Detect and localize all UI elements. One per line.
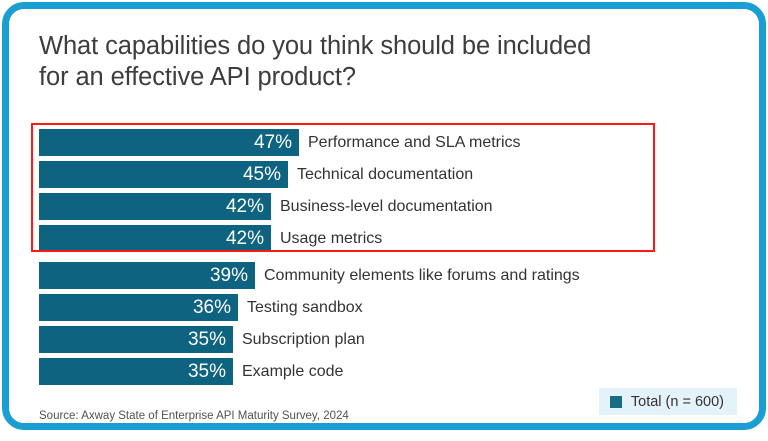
bar-category-label: Business-level documentation xyxy=(280,198,493,215)
bar-value-label: 35% xyxy=(187,329,226,350)
bar-fill xyxy=(39,326,233,353)
bar-chart: 47% Performance and SLA metrics 45% Technic… xyxy=(9,9,768,441)
bar-value-label: 35% xyxy=(187,361,226,382)
bar-value-label: 47% xyxy=(253,132,292,153)
bar-value-label: 39% xyxy=(209,265,248,286)
legend-swatch-icon xyxy=(609,395,622,408)
bar-fill xyxy=(39,225,271,252)
bar-category-label: Subscription plan xyxy=(242,331,365,348)
bar-category-label: Performance and SLA metrics xyxy=(308,134,521,151)
bar-fill xyxy=(39,193,271,220)
chart-legend: Total (n = 600) xyxy=(598,388,737,415)
bar-fill xyxy=(39,161,288,188)
page-title: What capabilities do you think should be… xyxy=(39,32,592,91)
bar-category-label: Usage metrics xyxy=(280,230,383,247)
bar-value-label: 42% xyxy=(225,196,264,217)
bar-category-label: Testing sandbox xyxy=(247,299,363,316)
bar-category-label: Example code xyxy=(242,363,344,380)
bar-fill xyxy=(39,129,299,156)
bar-value-label: 42% xyxy=(225,228,264,249)
slide-inner: What capabilities do you think should be… xyxy=(9,9,759,423)
slide-root: What capabilities do you think should be… xyxy=(0,0,768,432)
bar-fill xyxy=(39,294,238,321)
bar-value-label: 45% xyxy=(242,164,281,185)
legend-label: Total (n = 600) xyxy=(630,393,724,410)
bar-category-label: Technical documentation xyxy=(297,166,474,183)
highlight-rectangle xyxy=(31,123,655,252)
source-note: Source: Axway State of Enterprise API Ma… xyxy=(39,410,349,422)
bar-category-label: Community elements like forums and ratin… xyxy=(264,267,580,284)
bar-fill xyxy=(39,358,233,385)
bar-fill xyxy=(39,262,255,289)
slide-frame: What capabilities do you think should be… xyxy=(2,2,766,430)
bar-value-label: 36% xyxy=(192,297,231,318)
